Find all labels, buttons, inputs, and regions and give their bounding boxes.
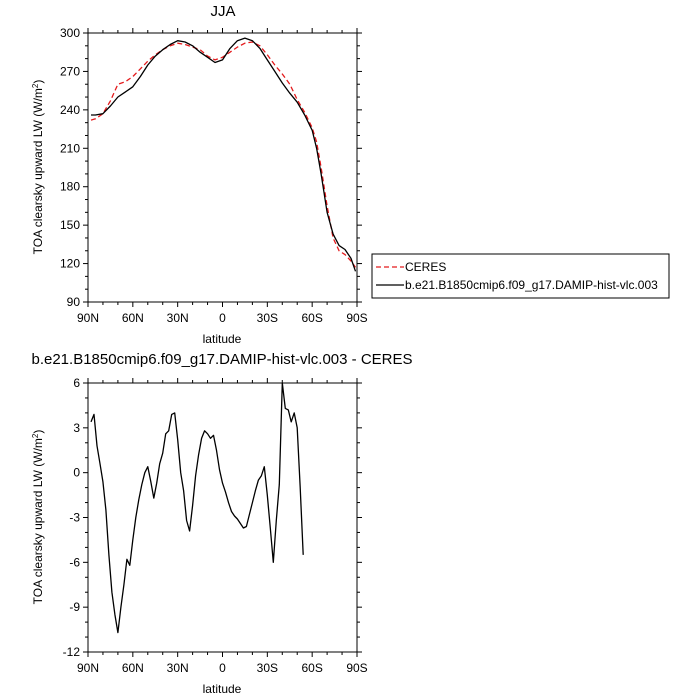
bottom-chart-frame — [87, 382, 358, 653]
top-chart-x-tick-label: 0 — [219, 311, 226, 325]
top-chart-y-tick-label: 120 — [60, 257, 80, 271]
top-chart-x-tick-label: 30S — [257, 311, 278, 325]
top-chart: JJA 90 120 150 180 210 240 270 300 90N 60N 30N 0 30… — [31, 3, 368, 346]
top-chart-series-line-1 — [91, 37, 357, 272]
top-chart-y-tick-label: 180 — [60, 180, 80, 194]
bottom-chart-y-tick-label: -12 — [63, 645, 81, 659]
legend-model-label: b.e21.B1850cmip6.f09_g17.DAMIP-hist-vlc.… — [405, 278, 658, 292]
top-chart-y-tick-label: 240 — [60, 103, 80, 117]
bottom-chart: b.e21.B1850cmip6.f09_g17.DAMIP-hist-vlc.… — [31, 351, 413, 696]
bottom-chart-title: b.e21.B1850cmip6.f09_g17.DAMIP-hist-vlc.… — [31, 351, 412, 368]
top-chart-x-tick-label: 90N — [77, 311, 99, 325]
top-chart-legend: CERES b.e21.B1850cmip6.f09_g17.DAMIP-his… — [371, 253, 670, 299]
top-chart-y-tick-label: 210 — [60, 141, 80, 155]
top-chart-x-axis-label: latitude — [203, 332, 242, 346]
top-chart-y-tick-label: 270 — [60, 64, 80, 78]
bottom-chart-y-tick-labels: -12 -9 -6 -3 0 3 6 — [63, 376, 81, 659]
bottom-chart-x-tick-label: 30N — [167, 661, 189, 675]
top-chart-y-tick-labels: 90 120 150 180 210 240 270 300 — [60, 26, 80, 309]
bottom-chart-y-tick-label: -9 — [69, 600, 80, 614]
top-chart-series — [90, 37, 357, 272]
bottom-chart-series — [90, 382, 304, 634]
bottom-chart-y-tick-label: -3 — [69, 511, 80, 525]
top-chart-frame — [87, 32, 358, 303]
bottom-chart-x-axis-label: latitude — [203, 682, 242, 696]
bottom-chart-y-tick-label: -6 — [69, 555, 80, 569]
bottom-chart-ticks — [83, 378, 362, 657]
top-chart-y-tick-label: 150 — [60, 218, 80, 232]
bottom-chart-x-tick-label: 30S — [257, 661, 278, 675]
top-chart-x-tick-label: 90S — [346, 311, 367, 325]
top-chart-y-tick-label: 300 — [60, 26, 80, 40]
top-chart-y-axis-label: TOA clearsky upward LW (W/m2) — [31, 80, 46, 255]
top-chart-title: JJA — [210, 3, 235, 20]
bottom-chart-x-tick-label: 60S — [301, 661, 322, 675]
bottom-chart-x-tick-label: 90S — [346, 661, 367, 675]
bottom-chart-y-axis-label: TOA clearsky upward LW (W/m2) — [31, 430, 46, 605]
bottom-chart-x-tick-labels: 90N 60N 30N 0 30S 60S 90S — [77, 661, 368, 675]
top-chart-y-tick-label: 90 — [67, 295, 81, 309]
bottom-chart-series-line-0 — [90, 382, 304, 634]
bottom-chart-x-tick-label: 90N — [77, 661, 99, 675]
bottom-chart-y-tick-label: 3 — [73, 421, 80, 435]
bottom-chart-x-tick-label: 60N — [122, 661, 144, 675]
bottom-chart-x-tick-label: 0 — [219, 661, 226, 675]
legend-ceres-label: CERES — [405, 260, 446, 274]
bottom-chart-y-tick-label: 6 — [73, 376, 80, 390]
bottom-chart-y-tick-label: 0 — [73, 466, 80, 480]
top-chart-x-tick-labels: 90N 60N 30N 0 30S 60S 90S — [77, 311, 368, 325]
top-chart-x-tick-label: 60N — [122, 311, 144, 325]
legend-box — [371, 253, 670, 299]
top-chart-x-tick-label: 60S — [301, 311, 322, 325]
top-chart-series-line-0 — [90, 41, 357, 268]
top-chart-x-tick-label: 30N — [167, 311, 189, 325]
